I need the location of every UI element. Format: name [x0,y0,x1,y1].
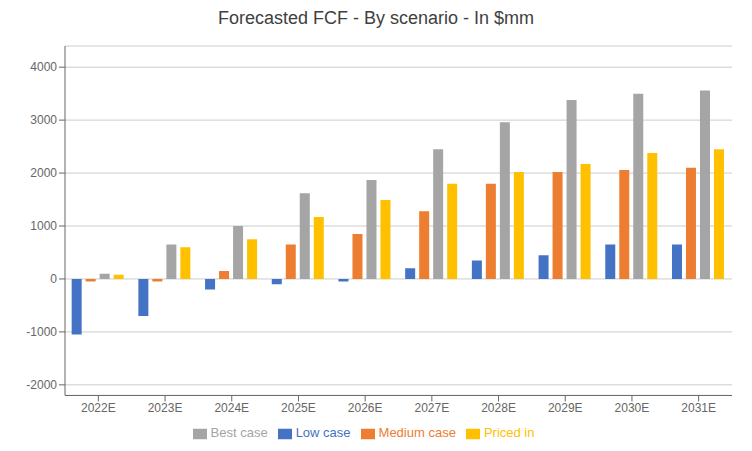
svg-text:2031E: 2031E [681,401,716,415]
svg-text:2023E: 2023E [148,401,183,415]
html-text:Priced in: Priced in [483,425,535,441]
svg-text:2029E: 2029E [548,401,583,415]
svg-text:2027E: 2027E [414,401,449,415]
html-text:Low case: Low case [295,425,351,441]
svg-text:-1000: -1000 [26,325,57,339]
svg-text:4000: 4000 [30,60,57,74]
svg-text:1000: 1000 [30,219,57,233]
svg-text:2026E: 2026E [348,401,383,415]
svg-text:2000: 2000 [30,166,57,180]
svg-text:3000: 3000 [30,113,57,127]
svg-text:2028E: 2028E [481,401,516,415]
html-text:Forecasted FCF - By scenario -: Forecasted FCF - By scenario - In $mm [218,8,534,28]
svg-text:2030E: 2030E [615,401,650,415]
svg-text:2022E: 2022E [81,401,116,415]
svg-text:-2000: -2000 [26,378,57,392]
svg-text:0: 0 [50,272,57,286]
html-text:Best case: Best case [210,425,268,441]
svg-text:2025E: 2025E [281,401,316,415]
html-text:Medium case: Medium case [378,425,456,441]
svg-text:2024E: 2024E [214,401,249,415]
